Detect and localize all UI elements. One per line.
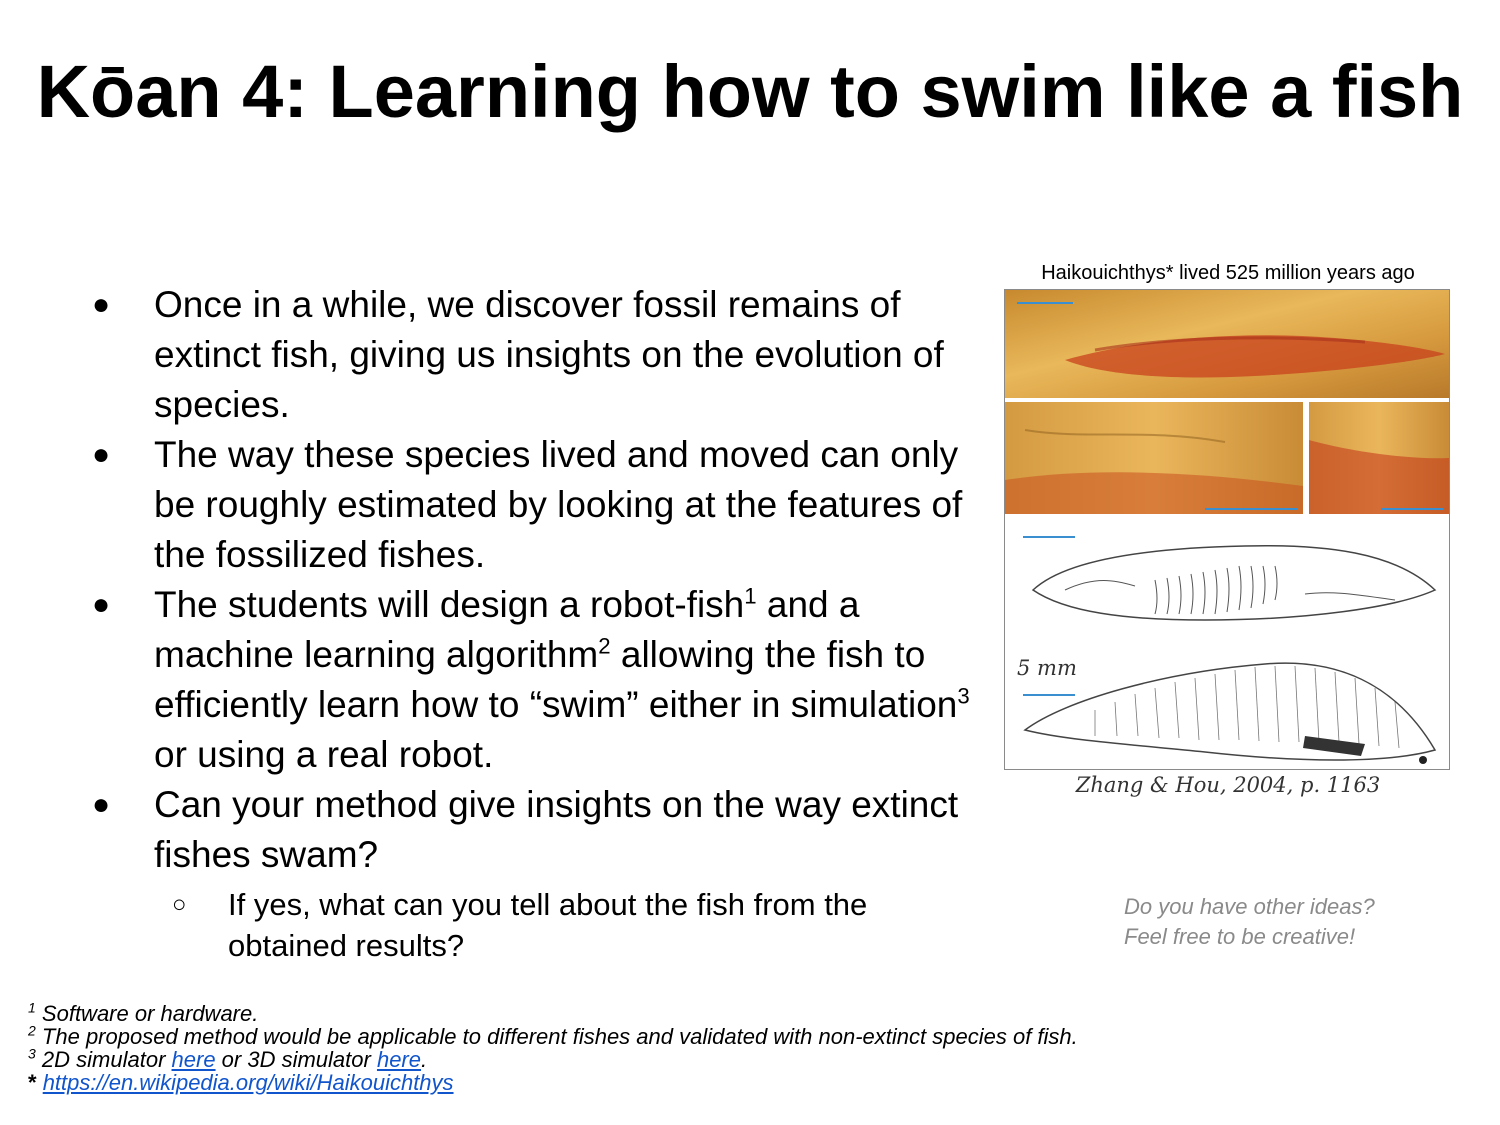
- bullet-item: ● The students will design a robot-fish1…: [90, 580, 970, 780]
- link-2d-simulator[interactable]: here: [171, 1047, 216, 1072]
- bullet-item: ● Once in a while, we discover fossil re…: [90, 280, 970, 430]
- footnote: 3 2D simulator here or 3D simulator here…: [28, 1045, 1328, 1072]
- sub-bullet-circle: ○: [172, 891, 187, 918]
- fossil-illustration: [1005, 290, 1449, 769]
- footnote: 2 The proposed method would be applicabl…: [28, 1022, 1328, 1049]
- bullet-dot: ●: [92, 288, 111, 321]
- footnote-text: .: [421, 1047, 428, 1072]
- bullet-text: Once in a while, we discover fossil rema…: [154, 284, 944, 425]
- footnote-mark: 1: [28, 999, 36, 1016]
- footnote-text: Software or hardware.: [41, 1001, 259, 1026]
- ideas-note: Do you have other ideas? Feel free to be…: [1124, 892, 1454, 952]
- footnotes: 1 Software or hardware. 2 The proposed m…: [28, 999, 1328, 1094]
- wikipedia-link[interactable]: https://en.wikipedia.org/wiki/Haikouicht…: [42, 1070, 454, 1095]
- ideas-line: Do you have other ideas?: [1124, 894, 1375, 919]
- bullet-text-part: The students will design a robot-fish: [154, 584, 745, 625]
- footnote-text: The proposed method would be applicable …: [41, 1024, 1078, 1049]
- bullet-dot: ●: [92, 788, 111, 821]
- fossil-gill-marks: [1303, 736, 1365, 756]
- bullet-text: The way these species lived and moved ca…: [154, 434, 963, 575]
- fossil-sketch-1: [1031, 544, 1437, 621]
- scale-label: 5 mm: [1017, 656, 1077, 680]
- bullet-item: ● The way these species lived and moved …: [90, 430, 970, 580]
- sub-bullet-item: ○ If yes, what can you tell about the fi…: [154, 884, 970, 966]
- fossil-sketch-2: [1023, 662, 1437, 761]
- footnote-mark: *: [28, 1070, 37, 1095]
- bullet-item: ● Can your method give insights on the w…: [90, 780, 970, 966]
- footnote: * https://en.wikipedia.org/wiki/Haikouic…: [28, 1071, 1328, 1094]
- link-3d-simulator[interactable]: here: [376, 1047, 421, 1072]
- footnote-text: or 3D simulator: [215, 1047, 377, 1072]
- bullet-dot: ●: [92, 588, 111, 621]
- bullet-text-part: and a machine learning algorithm: [154, 584, 860, 675]
- bullet-text: Can your method give insights on the way…: [154, 784, 959, 875]
- footnote-mark: 2: [28, 1022, 36, 1039]
- bullet-dot: ●: [92, 438, 111, 471]
- fossil-imprint: [1065, 335, 1445, 378]
- sub-bullet-text: If yes, what can you tell about the fish…: [228, 887, 868, 963]
- figure-reference: Zhang & Hou, 2004, p. 1163: [1075, 773, 1381, 797]
- ideas-line: Feel free to be creative!: [1124, 924, 1356, 949]
- footnote-mark: 3: [28, 1045, 36, 1062]
- footnote-ref: 2: [598, 633, 611, 659]
- fossil-figure: 5 mm: [1004, 289, 1450, 770]
- slide-title: Kōan 4: Learning how to swim like a fish: [36, 50, 1464, 133]
- footnote: 1 Software or hardware.: [28, 999, 1328, 1026]
- bullet-list: ● Once in a while, we discover fossil re…: [90, 280, 970, 966]
- footnote-ref: 1: [744, 583, 757, 609]
- sub-bullet-list: ○ If yes, what can you tell about the fi…: [154, 884, 970, 966]
- footnote-text: 2D simulator: [41, 1047, 172, 1072]
- figure-caption: Haikouichthys* lived 525 million years a…: [1041, 262, 1415, 284]
- bullet-text-part: or using a real robot.: [154, 734, 494, 775]
- bullet-text-part: allowing the fish to efficiently learn h…: [154, 634, 958, 725]
- footnote-ref: 3: [957, 683, 970, 709]
